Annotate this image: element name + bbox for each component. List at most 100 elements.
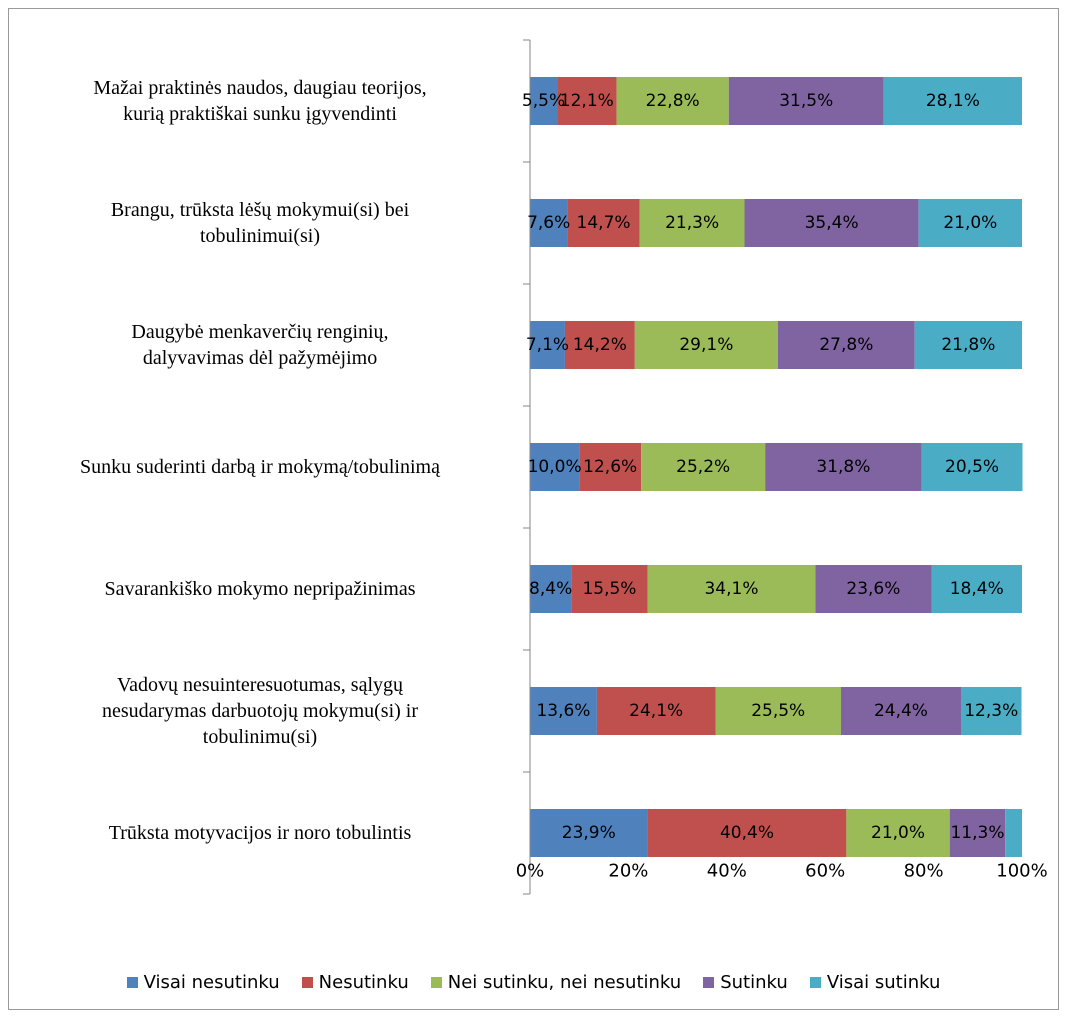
value-label: 34,1% (704, 579, 759, 599)
legend-item: Nei sutinku, nei nesutinku (430, 972, 682, 993)
legend-item: Sutinku (703, 972, 788, 993)
bar-segment (846, 809, 950, 857)
legend-swatch (809, 977, 821, 988)
legend-item: Nesutinku (301, 972, 409, 993)
category-label: Savarankiško mokymo nepripažinimas (104, 578, 416, 600)
value-label: 13,6% (536, 701, 591, 721)
bar-segment (921, 443, 1023, 491)
category-label: Sunku suderinti darbą ir mokymą/tobulini… (80, 456, 440, 478)
x-tick-label: 80% (903, 860, 944, 882)
x-tick-label: 20% (608, 860, 649, 882)
x-tick-label: 100% (996, 860, 1048, 882)
bar-segment (647, 809, 847, 857)
bar-segment (647, 565, 816, 613)
bar-segment (918, 199, 1022, 247)
bar-segment (960, 687, 1022, 735)
value-label: 24,1% (629, 701, 684, 721)
bar-segment (931, 565, 1022, 613)
bar-segment (1005, 809, 1022, 857)
value-label: 20,5% (945, 457, 1000, 477)
value-label: 24,4% (873, 701, 928, 721)
value-label: 25,5% (751, 701, 806, 721)
value-label: 21,0% (943, 213, 998, 233)
bar-segment (530, 77, 558, 125)
value-label: 7,1% (525, 335, 570, 355)
value-label: 12,6% (583, 457, 638, 477)
bar-segment (715, 687, 841, 735)
legend-label: Sutinku (720, 972, 788, 993)
legend-swatch (703, 977, 715, 988)
bar-segment (765, 443, 922, 491)
bar-segment (571, 565, 648, 613)
legend-swatch (126, 977, 138, 988)
bar-segment (530, 443, 580, 491)
bar-segment (815, 565, 932, 613)
legend-label: Visai sutinku (826, 972, 941, 993)
x-tick-label: 0% (515, 860, 545, 882)
value-label: 40,4% (719, 823, 774, 843)
legend-swatch (430, 977, 442, 988)
bar-segment (530, 565, 572, 613)
bar-segment (596, 687, 716, 735)
bar-segment (949, 809, 1006, 857)
value-label: 25,2% (676, 457, 731, 477)
value-label: 23,6% (846, 579, 901, 599)
value-label: 5,5% (521, 91, 566, 111)
bar-segment (564, 321, 635, 369)
legend-label: Nesutinku (318, 972, 409, 993)
category-label: Trūksta motyvacijos ir noro tobulintis (108, 822, 412, 844)
value-label: 35,4% (804, 213, 859, 233)
bar-segment (530, 809, 648, 857)
legend-item: Visai sutinku (809, 972, 941, 993)
bar-segment (579, 443, 642, 491)
category-label: Brangu, trūksta lėšų mokymui(si) bei tob… (110, 199, 410, 247)
value-label: 14,2% (572, 335, 627, 355)
category-label: Vadovų nesuinteresuotumas, sąlygų nesuda… (101, 674, 419, 748)
bar-segment (530, 687, 597, 735)
bar-segment (777, 321, 915, 369)
x-tick-label: 60% (805, 860, 846, 882)
bar-segment (530, 321, 565, 369)
value-label: 28,1% (925, 91, 980, 111)
value-label: 15,5% (582, 579, 637, 599)
value-label: 23,9% (561, 823, 616, 843)
category-label: Mažai praktinės naudos, daugiau teorijos… (93, 77, 427, 125)
legend-item: Visai nesutinku (126, 972, 280, 993)
value-label: 8,4% (529, 579, 573, 599)
value-label: 7,6% (527, 213, 571, 233)
bar-segment (914, 321, 1022, 369)
value-label: 10,0% (527, 457, 582, 477)
bar-segment (840, 687, 961, 735)
legend: Visai nesutinku Nesutinku Nei sutinku, nei… (0, 972, 1067, 993)
value-label: 12,1% (559, 91, 614, 111)
legend-label: Visai nesutinku (143, 972, 280, 993)
bar-segment (530, 199, 568, 247)
bar-segment (557, 77, 617, 125)
bar-segment (639, 199, 745, 247)
legend-label: Nei sutinku, nei nesutinku (447, 972, 682, 993)
value-label: 14,7% (576, 213, 631, 233)
value-label: 11,3% (950, 823, 1005, 843)
value-label: 31,8% (816, 457, 871, 477)
bar-segment (616, 77, 729, 125)
chart-border (8, 8, 1059, 1010)
value-label: 21,0% (871, 823, 926, 843)
bar-segment (728, 77, 884, 125)
legend-swatch (301, 977, 313, 988)
value-label: 22,8% (645, 91, 700, 111)
value-label: 18,4% (949, 579, 1004, 599)
value-label: 12,3% (964, 701, 1019, 721)
value-label: 21,3% (665, 213, 720, 233)
value-label: 21,8% (941, 335, 996, 355)
value-label: 29,1% (679, 335, 734, 355)
bar-segment (567, 199, 640, 247)
bar-segment (744, 199, 919, 247)
category-label: Daugybė menkaverčių renginių, dalyvavima… (131, 321, 389, 369)
value-label: 27,8% (819, 335, 874, 355)
x-tick-label: 40% (706, 860, 747, 882)
bar-segment (641, 443, 766, 491)
bar-segment (883, 77, 1022, 125)
value-label: 31,5% (779, 91, 834, 111)
